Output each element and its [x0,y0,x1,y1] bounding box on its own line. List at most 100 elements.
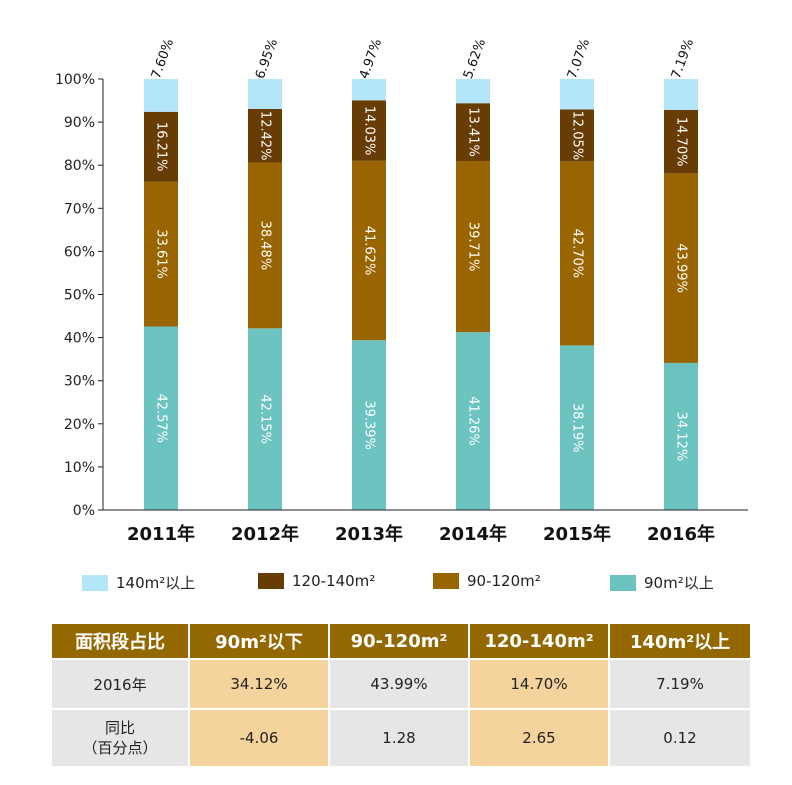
x-tick-label: 2012年 [231,523,299,545]
bar-segment [664,79,698,110]
bar-segment [560,109,594,162]
data-label: 12.42% [258,111,273,161]
bar-segment [144,181,178,327]
bar-segment [456,103,490,162]
y-tick-label: 80% [64,158,95,174]
bar-segment [664,362,698,510]
bar-segment [144,326,178,510]
table-row: 2016年 34.12% 43.99% 14.70% 7.19% [52,658,750,708]
data-label: 6.95% [253,37,281,81]
y-tick-label: 100% [55,72,95,88]
bar-segment [560,345,594,510]
table-cell: 7.19% [610,658,750,708]
legend-item-90-120: 90-120m² [433,572,541,590]
bar-segment [352,160,386,341]
x-tick-label: 2015年 [543,523,611,545]
table-row: 同比 （百分点） -4.06 1.28 2.65 0.12 [52,708,750,766]
data-label: 7.07% [565,37,593,81]
legend-label-90-120: 90-120m² [467,572,541,590]
data-label: 13.41% [466,107,481,157]
data-label: 16.21% [154,122,169,172]
area-share-table: 面积段占比 90m²以下 90-120m² 120-140m² 140m²以上 … [52,624,750,766]
row-label-line1: 同比 [104,719,135,737]
y-tick-label: 0% [73,503,95,519]
legend-swatch-90-plus [610,574,636,591]
chart-legend: 140m²以上 120-140m² 90-120m² 90m²以上 [0,572,792,594]
x-tick-label: 2011年 [127,523,195,545]
legend-label-140-plus: 140m²以上 [116,574,196,592]
bar-segment [456,332,490,510]
table-header-cell: 90m²以下 [190,624,330,658]
x-tick-label: 2016年 [647,523,715,545]
bar-segment [248,79,282,109]
table-cell: 1.28 [330,708,470,766]
data-label: 41.26% [466,396,481,446]
bar-segment [248,162,282,329]
table-cell: 14.70% [470,658,610,708]
data-label: 7.60% [149,37,177,81]
y-tick-label: 20% [64,417,95,433]
bar-segment [144,79,178,112]
legend-swatch-90-120 [433,573,459,589]
data-label: 34.12% [674,412,689,462]
y-tick-label: 50% [64,288,95,304]
data-label: 39.39% [362,400,377,450]
legend-item-140-plus: 140m²以上 [82,572,195,593]
x-tick-label: 2013年 [335,523,403,545]
table-header-row: 面积段占比 90m²以下 90-120m² 120-140m² 140m²以上 [52,624,750,658]
table-cell: -4.06 [190,708,330,766]
y-tick-label: 10% [64,460,95,476]
data-label: 12.05% [570,111,585,161]
data-label: 42.70% [570,229,585,279]
bar-segment [560,161,594,346]
data-label: 33.61% [154,229,169,279]
y-tick-label: 90% [64,115,95,131]
data-label: 5.62% [461,37,489,81]
data-label: 4.97% [357,37,385,81]
table-cell: 43.99% [330,658,470,708]
bar-segment [560,78,594,110]
bar-segment [352,100,386,161]
legend-item-120-140: 120-140m² [258,572,375,590]
data-label: 43.99% [674,243,689,293]
table-cell: 2.65 [470,708,610,766]
table-header-cell: 120-140m² [470,624,610,658]
bar-segment [248,108,282,163]
legend-label-120-140: 120-140m² [292,572,376,590]
y-tick-label: 30% [64,374,95,390]
row-label: 同比 （百分点） [52,708,190,766]
data-label: 38.48% [258,221,273,271]
bar-segment [456,161,490,333]
legend-label-90-plus: 90m²以上 [644,574,714,592]
data-label: 7.19% [669,37,697,81]
row-label-line2: （百分点） [82,739,158,757]
data-label: 42.57% [154,393,169,443]
data-label: 41.62% [362,226,377,276]
data-label: 39.71% [466,222,481,272]
y-tick-label: 40% [64,331,95,347]
data-label: 14.03% [362,106,377,156]
bar-segment [352,78,386,101]
table-cell: 34.12% [190,658,330,708]
bar-segment [456,79,490,104]
data-label: 14.70% [674,117,689,167]
bar-segment [352,340,386,510]
bar-segment [664,173,698,363]
data-label: 38.19% [570,403,585,453]
bar-segment [664,109,698,174]
bar-segment [144,111,178,182]
row-label: 2016年 [52,658,190,708]
legend-swatch-120-140 [258,573,284,589]
table-cell: 0.12 [610,708,750,766]
table-header-cell: 140m²以上 [610,624,750,658]
table-header-cell: 面积段占比 [52,624,190,658]
legend-item-90-plus: 90m²以上 [610,572,714,593]
x-tick-label: 2014年 [439,523,507,545]
table-header-cell: 90-120m² [330,624,470,658]
stacked-bar-chart: 0% 10% 20% 30% 40% 50% 60% 70% 80% 90% 100% 42.57% 3… [55,37,748,545]
y-tick-label: 70% [64,201,95,217]
bar-segment [248,328,282,510]
y-tick-label: 60% [64,244,95,260]
legend-swatch-140-plus [82,574,108,591]
data-label: 42.15% [258,394,273,444]
